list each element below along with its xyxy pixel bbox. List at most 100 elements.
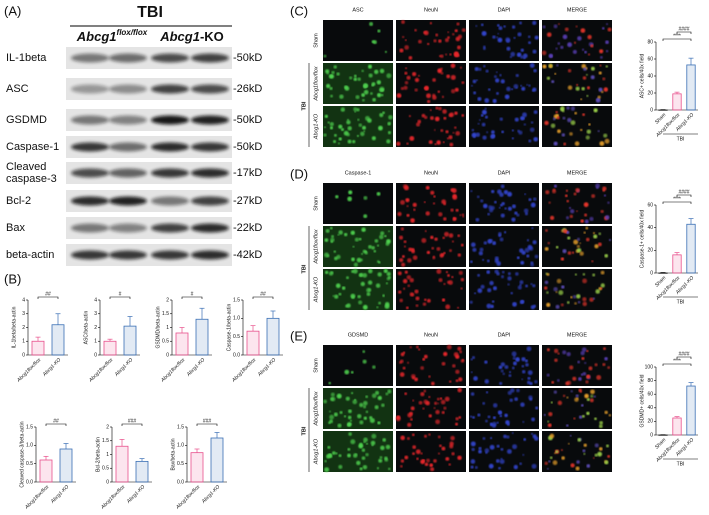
cell [604,460,609,465]
cell [451,452,455,456]
cell [578,377,582,381]
cell [448,233,454,238]
cell [406,436,410,441]
cell [546,302,551,308]
cell [593,234,598,239]
cell [423,389,427,393]
cell [429,109,432,112]
cell [387,130,392,135]
cell [584,50,587,54]
cell [498,365,503,370]
cell [582,449,586,453]
cell [529,127,535,133]
cell [431,246,435,250]
cell [528,41,532,45]
bar [39,459,53,483]
x-tick-label: Abcg1flox/flox [230,357,257,384]
band-size: -26kD [233,83,262,95]
cell [404,455,409,460]
significance-label: ## [53,418,59,424]
cell [439,397,443,400]
cell [473,135,476,139]
cell [442,236,445,240]
y-tick-label: 2 [166,297,169,303]
cell [555,245,559,249]
cell [544,247,549,251]
blot-band [191,223,229,233]
cell [336,393,342,399]
y-tick-label: 0 [22,352,25,358]
cell [352,140,356,144]
y-tick-label: 1.0 [26,443,33,449]
cell [542,25,546,29]
cell [404,71,408,75]
cell [441,446,446,451]
cell [426,93,431,99]
significance-label: ### [203,418,212,424]
cell [486,270,491,274]
cell [400,86,405,91]
cell [482,135,487,140]
cell [503,25,506,28]
cell [333,65,337,69]
cell [349,76,353,80]
y-tick-label: 20 [647,419,653,425]
cell [448,280,453,286]
cell [584,219,589,224]
cell [603,87,609,92]
cell [362,359,367,364]
cell [488,208,494,213]
y-axis-label: Cleaved caspase-3/beta-actin [19,421,25,487]
column-header: ASC [352,7,363,13]
cell [426,250,431,255]
cell [470,358,473,361]
cell [420,452,423,455]
cell [333,412,338,417]
blot-band [109,250,147,260]
cell [441,298,446,302]
cell [434,116,440,122]
cell [436,140,441,145]
cell [386,276,391,281]
cell [514,211,518,215]
cell [587,53,591,56]
cell [401,35,405,39]
cell [359,420,364,425]
cell [570,209,575,214]
cell [356,257,362,263]
cell [398,290,402,294]
cell [598,87,603,92]
cell [591,194,596,198]
cell [440,54,444,58]
cell [401,262,406,267]
cell [599,64,602,67]
cell [497,24,500,27]
cell [371,82,376,86]
cell [530,305,535,310]
cell [338,292,342,296]
cell [386,139,391,144]
group-label: TBI [301,264,307,273]
cell [581,87,585,91]
cell [567,442,570,445]
cell [509,371,512,374]
cell [407,361,410,364]
cell [347,415,352,420]
cell [368,268,373,274]
x-tick-label: Abcg1flox/flox [174,484,201,511]
cell [574,111,578,115]
cell [580,373,584,376]
x-tick-label: Abcg1-KO [41,357,62,378]
cell [426,458,430,463]
cell [433,407,436,409]
cell [370,92,373,95]
x-tick-label: Abcg1flox/flox [87,357,114,384]
cell [365,395,369,399]
cell [511,366,515,370]
cell [556,64,559,67]
cell [603,194,606,197]
cell [480,284,485,289]
y-tick-label: 1 [106,452,109,458]
cell [524,247,530,253]
cell [500,203,503,207]
